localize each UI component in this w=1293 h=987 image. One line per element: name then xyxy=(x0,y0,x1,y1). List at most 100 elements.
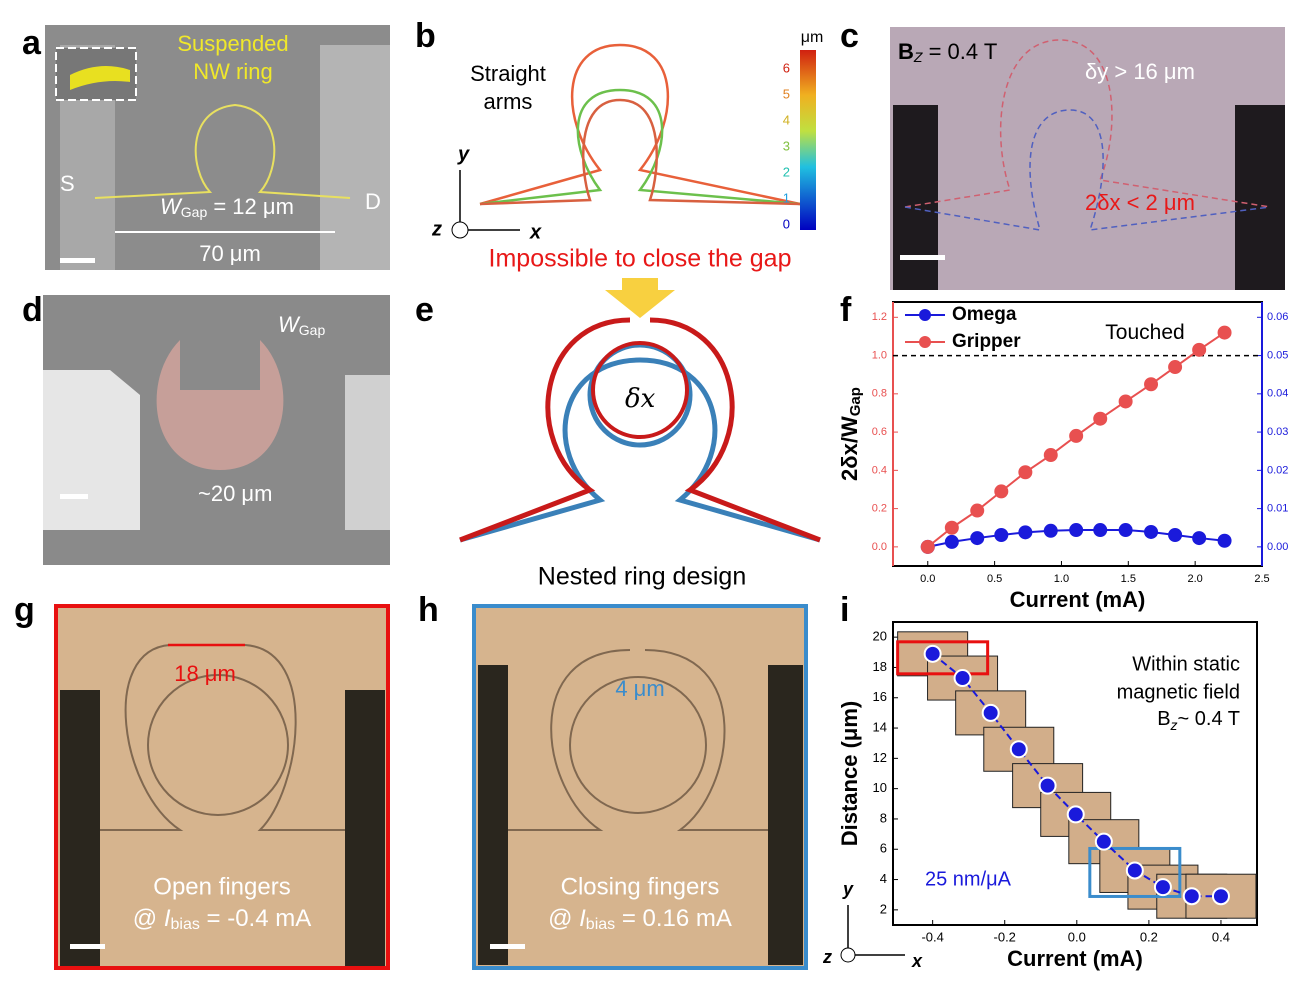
point xyxy=(925,646,941,662)
figure: a Suspended NW ring S D WGap = 12 μm 70 … xyxy=(0,0,1293,982)
point xyxy=(1011,741,1027,757)
point xyxy=(946,536,958,548)
colorbar-tick: 1 xyxy=(783,190,790,205)
axis-label: y xyxy=(842,879,854,899)
y-tick-label: 1.0 xyxy=(872,349,887,361)
caption: Impossible to close the gap xyxy=(489,245,792,273)
axis-label: x xyxy=(911,951,923,971)
annotation: S xyxy=(60,171,75,196)
panel-label: b xyxy=(415,17,436,55)
text: @ xyxy=(133,905,164,932)
point xyxy=(1094,524,1106,536)
text: ~ 0.4 T xyxy=(1178,708,1240,730)
point xyxy=(971,532,983,544)
point xyxy=(922,541,934,553)
electrode xyxy=(1235,105,1285,290)
annotation: @ Ibias = 0.16 mA xyxy=(548,905,732,933)
annotation: @ Ibias = -0.4 mA xyxy=(133,905,311,933)
point xyxy=(1120,395,1132,407)
point xyxy=(1096,834,1112,850)
text: @ xyxy=(548,905,579,932)
point xyxy=(1219,327,1231,339)
point xyxy=(1045,525,1057,537)
point xyxy=(1169,361,1181,373)
point xyxy=(1068,806,1084,822)
point xyxy=(946,522,958,534)
annotation: Touched xyxy=(1105,321,1184,344)
panel-label: a xyxy=(22,24,42,62)
electrode xyxy=(345,690,385,966)
legend-label: Gripper xyxy=(952,331,1021,352)
annotation: ~20 μm xyxy=(198,481,272,506)
x-tick-label: 0.5 xyxy=(987,573,1002,585)
text: bias xyxy=(586,916,615,933)
point xyxy=(1127,862,1143,878)
y2-tick-label: 0.02 xyxy=(1267,464,1288,476)
point xyxy=(1219,535,1231,547)
text: bias xyxy=(170,916,199,933)
point xyxy=(1184,888,1200,904)
scale-bar xyxy=(60,494,88,499)
y2-tick-label: 0.05 xyxy=(1267,349,1288,361)
colorbar-tick: 2 xyxy=(783,164,790,179)
x-tick-label: 2.5 xyxy=(1254,573,1269,585)
y-tick-label: 14 xyxy=(873,719,887,734)
annotation: Straight xyxy=(470,61,546,86)
y-tick-label: 12 xyxy=(873,750,887,765)
text: = 0.16 mA xyxy=(615,905,732,932)
x-tick-label: 1.0 xyxy=(1054,573,1069,585)
annotation: 25 nm/μA xyxy=(925,868,1012,890)
text: z xyxy=(1170,717,1178,733)
x-axis-label: Current (mA) xyxy=(1007,946,1143,971)
panel-label: i xyxy=(840,591,849,629)
annotation: Suspended xyxy=(177,31,288,56)
annotation: Open fingers xyxy=(153,873,290,900)
annotation: δy > 16 μm xyxy=(1085,59,1195,84)
y-tick-label: 20 xyxy=(873,629,887,644)
annotation: NW ring xyxy=(193,59,272,84)
point xyxy=(955,670,971,686)
scale-bar xyxy=(70,944,105,949)
y-tick-label: 1.2 xyxy=(872,311,887,323)
y-tick-label: 0.4 xyxy=(872,464,887,476)
electrode xyxy=(43,370,140,530)
annotation: D xyxy=(365,189,381,214)
x-tick-label: -0.4 xyxy=(921,929,943,944)
x-tick-label: 1.5 xyxy=(1121,573,1136,585)
point xyxy=(1145,378,1157,390)
point xyxy=(1120,524,1132,536)
point xyxy=(1019,526,1031,538)
y-tick-label: 2 xyxy=(880,901,887,916)
point xyxy=(995,529,1007,541)
point xyxy=(1169,529,1181,541)
annotation: BZ = 0.4 T xyxy=(898,39,997,65)
annotation: 2δx < 2 μm xyxy=(1085,190,1195,215)
electrode xyxy=(893,105,938,290)
panel-label: c xyxy=(840,17,859,55)
legend-marker xyxy=(919,309,931,321)
annotation: Within static xyxy=(1132,653,1240,675)
x-axis-label: Current (mA) xyxy=(1010,587,1146,612)
annotation: 18 μm xyxy=(174,661,236,686)
y-tick-label: 8 xyxy=(880,810,887,825)
legend-label: Omega xyxy=(952,304,1017,325)
panel-label: e xyxy=(415,291,434,329)
point xyxy=(1070,430,1082,442)
panel-label: h xyxy=(418,591,439,629)
y-tick-label: 16 xyxy=(873,689,887,704)
text: = 12 μm xyxy=(207,194,294,219)
y-tick-label: 6 xyxy=(880,841,887,856)
point xyxy=(995,485,1007,497)
panel-label: f xyxy=(840,291,852,329)
annotation: arms xyxy=(484,89,533,114)
axis-label: y xyxy=(457,143,470,165)
electrode xyxy=(478,665,508,965)
text: B xyxy=(1157,708,1170,730)
annotation: WGap = 12 μm xyxy=(160,194,294,220)
x-tick-label: 0.0 xyxy=(920,573,935,585)
y2-tick-label: 0.03 xyxy=(1267,426,1288,438)
annotation: 4 μm xyxy=(615,676,664,701)
caption: Nested ring design xyxy=(538,563,746,591)
point xyxy=(1145,526,1157,538)
y-tick-label: 0.2 xyxy=(872,503,887,515)
